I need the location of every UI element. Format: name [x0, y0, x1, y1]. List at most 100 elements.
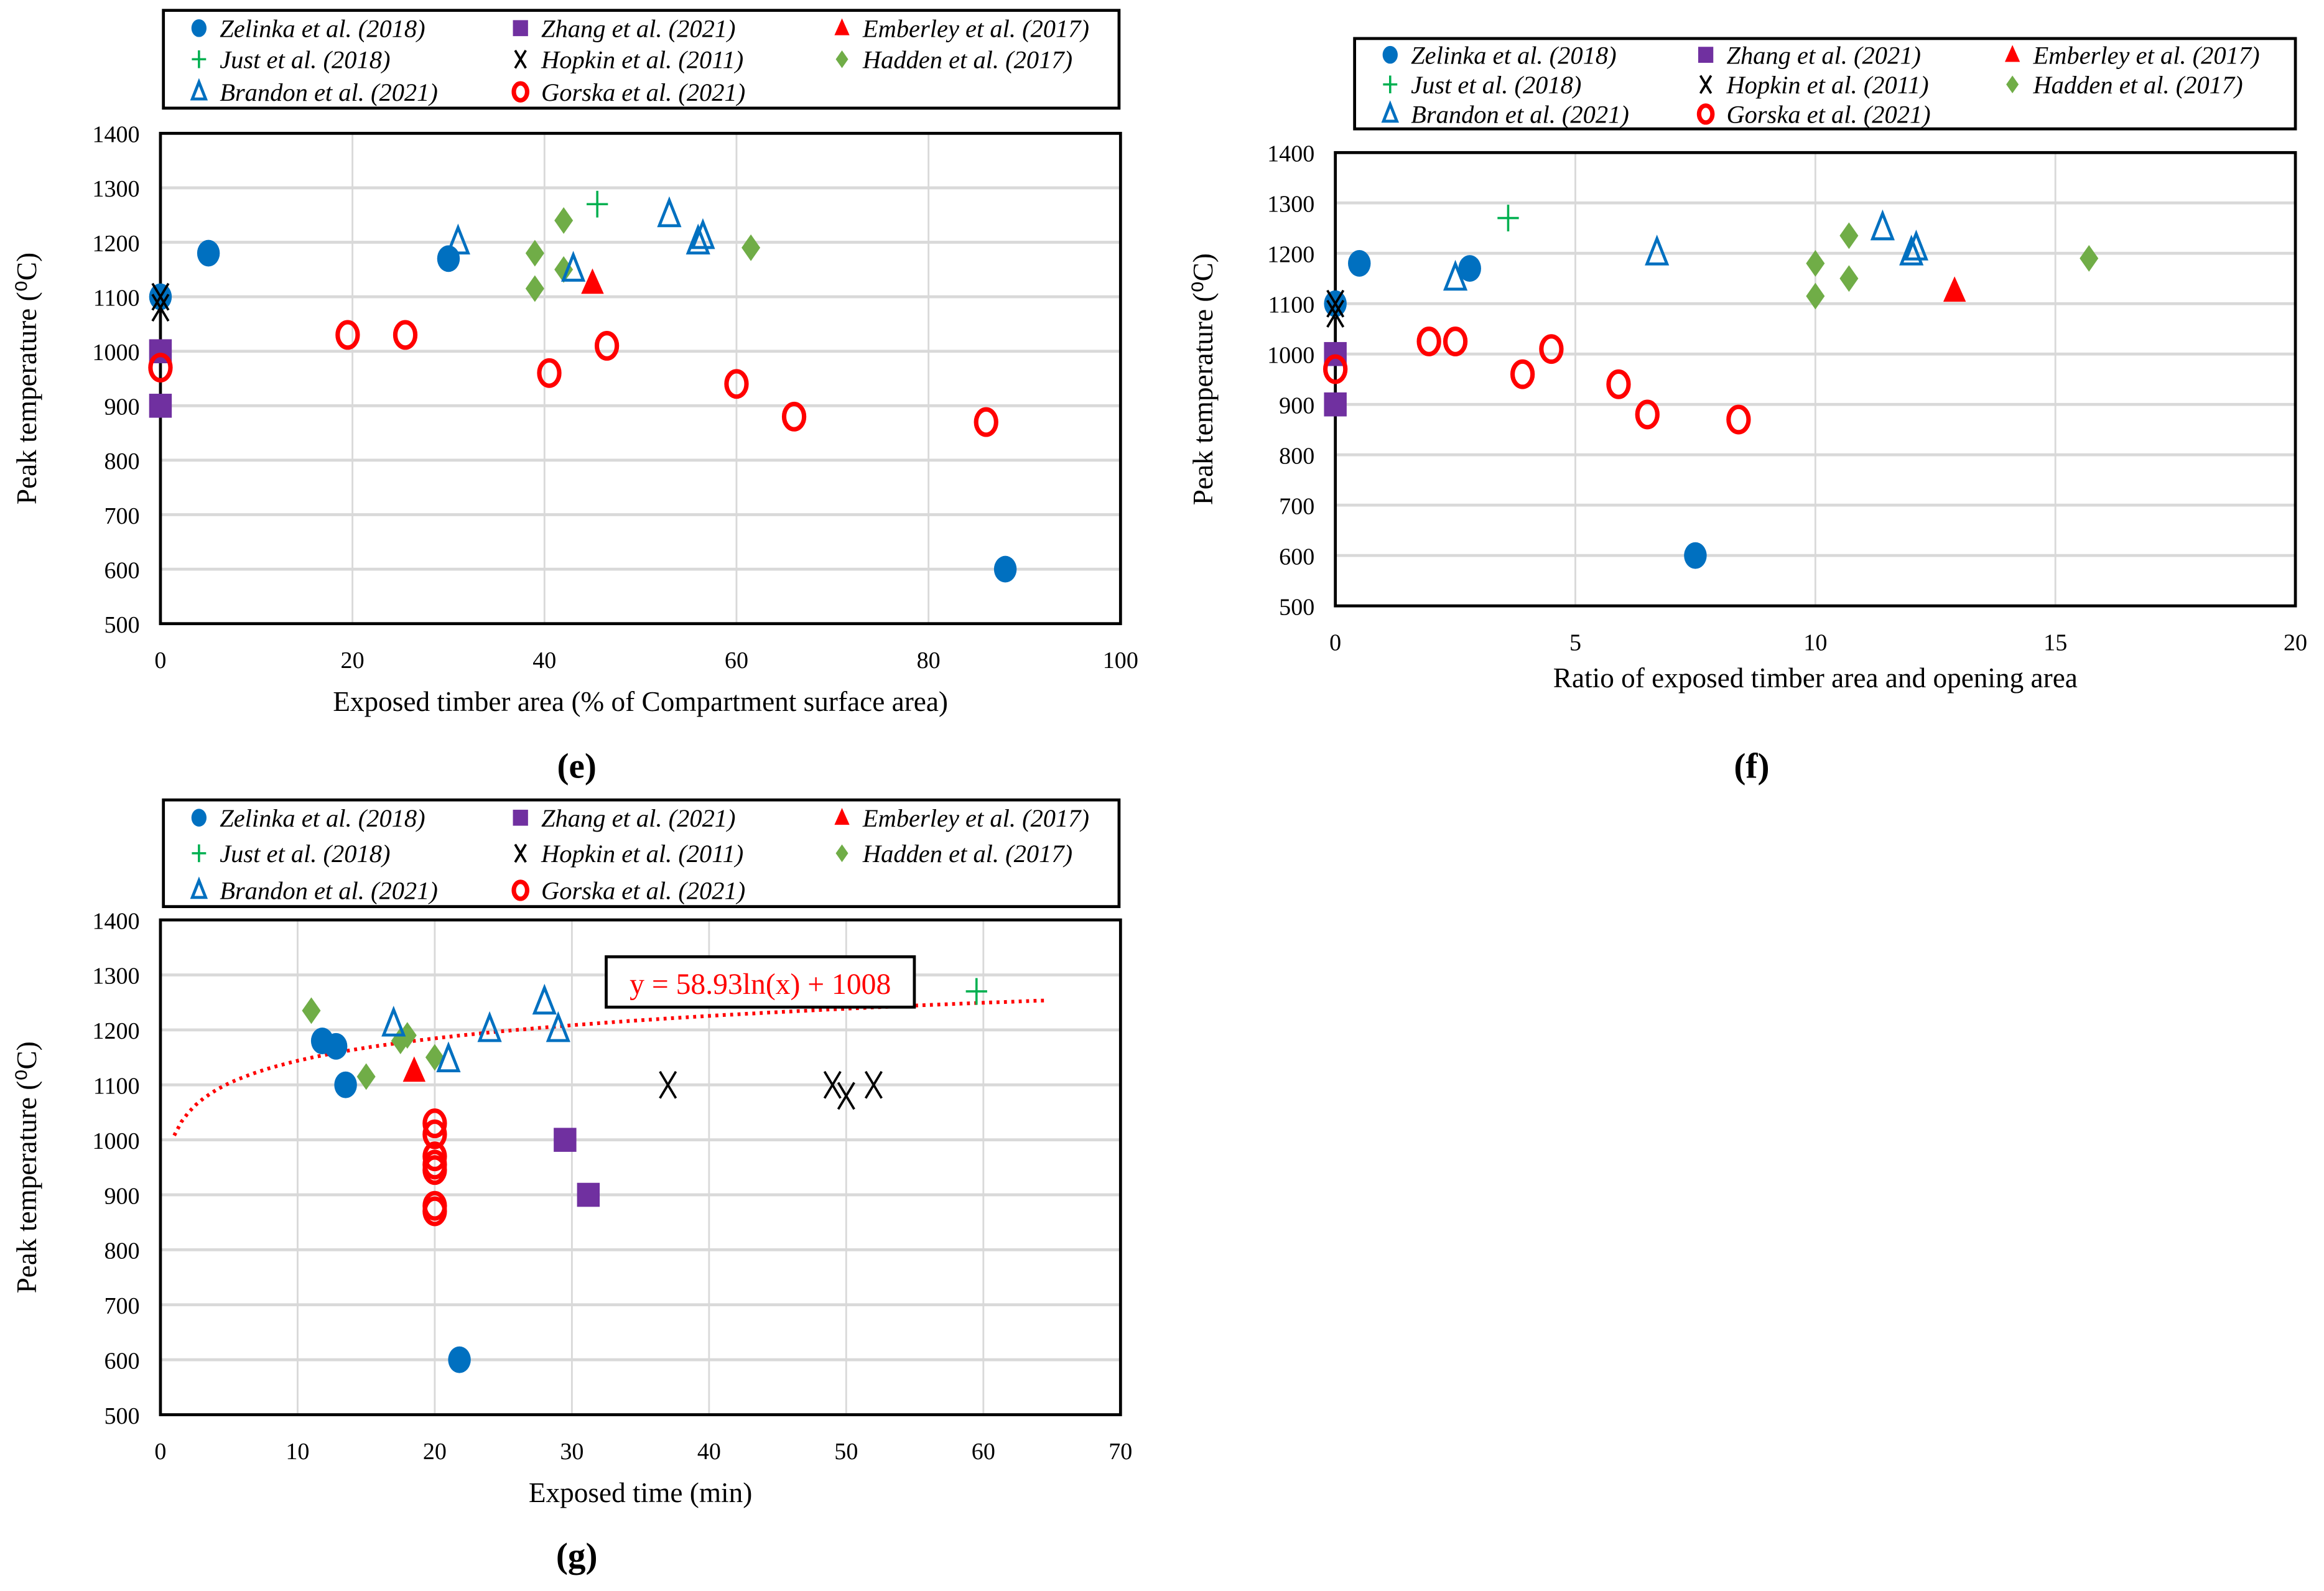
y-tick-label: 700 [104, 503, 139, 529]
legend-label-hopkin: Hopkin et al. (2011) [1726, 71, 1928, 99]
series-gorska [148, 320, 998, 437]
trendline [172, 998, 1046, 1136]
data-point-brandon [381, 1005, 406, 1037]
data-point-gorska [1539, 334, 1564, 364]
y-tick-label: 500 [104, 612, 139, 638]
legend-label-gorska: Gorska et al. (2021) [1726, 101, 1930, 129]
legend-marker-hadden [2006, 75, 2019, 94]
ast-b [514, 843, 527, 863]
chart-panel-g: 500 600 700 800 900 1000 1100 1200 1300 1400 0 10 20… [11, 798, 1132, 1575]
series-emberley [402, 1056, 426, 1082]
data-point-emberley [402, 1056, 426, 1082]
legend-label-emberley: Emberley et al. (2017) [862, 15, 1089, 43]
data-point-zelinka [197, 239, 220, 267]
legend-marker-gorska [511, 81, 529, 103]
x-tick-label: 50 [834, 1439, 858, 1465]
data-point-hopkin [151, 294, 170, 322]
series-just [965, 978, 987, 1005]
x-tick-label: 80 [917, 647, 941, 674]
legend-marker-zelinka [191, 809, 207, 827]
series-zelinka [1324, 250, 1707, 569]
data-point-hopkin [1326, 300, 1345, 328]
data-point-hopkin [837, 1082, 855, 1110]
series-gorska [422, 1108, 447, 1227]
x-tick-label: 60 [972, 1439, 995, 1465]
data-point-zelinka [1458, 255, 1481, 282]
y-tick-label: 800 [1279, 443, 1314, 469]
ast-b [864, 1070, 883, 1099]
legend-marker-hopkin [514, 843, 527, 863]
x-axis-label: Exposed timber area (% of Compartment su… [333, 686, 948, 717]
legend-marker-hadden [835, 844, 848, 863]
series-zelinka [310, 1027, 471, 1373]
ast-b [151, 282, 170, 311]
data-point-brandon [690, 218, 715, 249]
ast-b [151, 294, 170, 322]
y-tick-label: 900 [104, 394, 139, 420]
legend-marker-brandon [190, 876, 208, 899]
ast-b [659, 1070, 677, 1099]
x-tick-label: 30 [560, 1439, 583, 1465]
plot-border [1334, 151, 2297, 608]
series-brandon [381, 983, 570, 1072]
data-point-gorska [335, 320, 360, 350]
legend-marker-zhang [513, 809, 528, 826]
x-tick-label: 0 [1329, 630, 1341, 656]
x-tick-label: 40 [697, 1439, 721, 1465]
ast-b [837, 1082, 855, 1110]
data-point-brandon [546, 1011, 570, 1042]
x-tick-label: 100 [1103, 647, 1138, 674]
legend-label-emberley: Emberley et al. (2017) [2032, 41, 2259, 69]
y-tick-label: 700 [104, 1293, 139, 1319]
data-point-brandon [436, 1041, 461, 1072]
ast-b [514, 49, 527, 69]
data-point-gorska [1443, 327, 1468, 356]
legend-marker-brandon [1381, 100, 1400, 123]
legend-marker-just [192, 844, 207, 863]
legend-label-hopkin: Hopkin et al. (2011) [541, 840, 743, 868]
data-point-brandon [561, 251, 586, 282]
legend-marker-hadden [835, 50, 848, 68]
y-axis-label: Peak temperature (⁰C) [1188, 253, 1219, 505]
data-point-gorska [974, 407, 998, 437]
data-point-brandon [477, 1011, 502, 1042]
ast-b [1326, 289, 1345, 318]
legend-label-zhang: Zhang et al. (2021) [541, 15, 735, 43]
series-hopkin [1326, 289, 1345, 328]
x-tick-label: 15 [2043, 630, 2067, 656]
y-tick-label: 500 [1279, 594, 1314, 620]
legend-label-zelinka: Zelinka et al. (2018) [220, 15, 425, 43]
data-point-hadden [741, 234, 761, 261]
y-tick-label: 600 [1279, 544, 1314, 570]
data-point-gorska [594, 331, 620, 361]
legend-label-just: Just et al. (2018) [220, 840, 390, 868]
data-point-brandon [1645, 234, 1670, 266]
y-tick-label: 1400 [92, 122, 139, 148]
data-point-hadden [525, 275, 544, 302]
legend-label-just: Just et al. (2018) [1411, 71, 1581, 99]
data-point-gorska [422, 1108, 447, 1139]
legend-label-emberley: Emberley et al. (2017) [862, 804, 1089, 832]
legend-marker-emberley [2004, 45, 2020, 62]
data-point-gorska [1323, 354, 1348, 384]
ast-b [1699, 75, 1713, 95]
data-point-brandon [1899, 234, 1924, 266]
y-tick-label: 1000 [1267, 343, 1314, 369]
y-tick-label: 1400 [92, 908, 139, 934]
trendline-equation: y = 58.93ln(x) + 1008 [630, 968, 891, 1001]
data-point-hopkin [823, 1070, 842, 1099]
y-tick-label: 1100 [1268, 292, 1315, 318]
series-brandon [1443, 209, 1928, 291]
data-point-brandon [686, 223, 710, 255]
chart-panel-f: 500 600 700 800 900 1000 1100 1200 1300 1400 0 5 10 1… [1188, 37, 2307, 786]
data-point-brandon [1903, 230, 1928, 261]
series-emberley [581, 268, 604, 294]
legend-marker-zelinka [1382, 45, 1398, 64]
legend-label-gorska: Gorska et al. (2021) [541, 78, 745, 106]
legend-label-hadden: Hadden et al. (2017) [2032, 71, 2243, 99]
y-tick-label: 1000 [92, 1128, 139, 1154]
data-point-gorska [1635, 399, 1660, 430]
legend-label-zelinka: Zelinka et al. (2018) [220, 804, 425, 832]
data-point-gorska [422, 1155, 447, 1185]
